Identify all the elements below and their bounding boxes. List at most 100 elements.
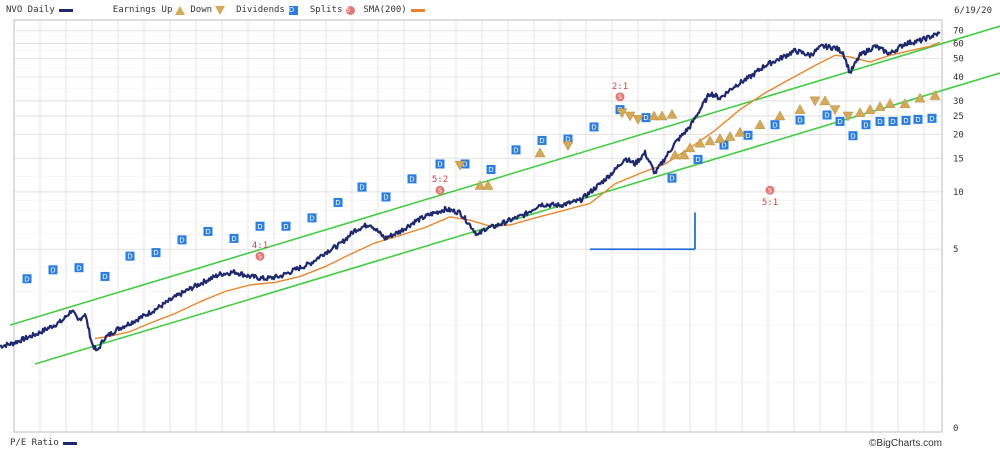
dividend-glyph: D	[76, 264, 81, 272]
split-ratio-label: 4:1	[252, 241, 268, 251]
dividend-box	[927, 113, 937, 123]
earnings-up-marker	[656, 110, 668, 121]
dividend-glyph: D	[205, 228, 210, 236]
dividend-marker: D	[435, 159, 445, 169]
dividend-box	[22, 274, 32, 284]
dividend-glyph: D	[890, 118, 895, 126]
dividend-glyph: D	[877, 118, 882, 126]
split-marker: S 5:2	[432, 175, 448, 195]
dividend-box	[795, 115, 805, 125]
trend-line	[9, 25, 1000, 326]
dividend-marker: D	[125, 251, 135, 261]
dividend-box	[333, 197, 343, 207]
dividend-box	[719, 140, 729, 150]
legend-down-label: Down	[190, 5, 213, 15]
split-glyph: S	[768, 187, 772, 194]
y-tick-label: 50	[953, 55, 964, 65]
event-markers: DDDDDDDDDDDDDDDDDDDDDDDDDDDDDDDDDDDDDDDD…	[22, 82, 941, 284]
earnings-up-marker	[914, 92, 926, 103]
dividend-glyph: D	[50, 266, 55, 274]
split-ratio-label: 5:2	[432, 175, 448, 185]
dividend-box	[822, 110, 832, 120]
dividend-glyph: D	[591, 124, 596, 132]
dividend-marker: D	[667, 173, 677, 183]
dividend-box	[888, 116, 898, 126]
earnings-up-marker	[482, 179, 494, 190]
dividend-glyph: D	[383, 194, 388, 202]
earnings-up-marker	[724, 131, 736, 141]
dividend-glyph: D	[153, 249, 158, 257]
dividend-glyph: D	[915, 116, 920, 124]
dividend-glyph: D	[437, 161, 442, 169]
dividend-marker: D	[537, 135, 547, 145]
dividend-marker: D	[743, 130, 753, 140]
earnings-up-marker	[704, 135, 716, 146]
split-glyph: S	[438, 187, 442, 194]
earnings-up-marker	[754, 119, 766, 129]
dividend-box	[229, 233, 239, 243]
earnings-down-marker	[624, 111, 636, 122]
dividend-marker: D	[795, 115, 805, 125]
sma-swatch	[410, 8, 425, 12]
dividend-marker: D	[913, 114, 923, 124]
dividend-marker: D	[888, 116, 898, 126]
earnings-up-marker	[819, 95, 831, 106]
dividend-marker: D	[151, 248, 161, 257]
price-swatch	[58, 8, 73, 12]
dividend-marker: D	[822, 110, 832, 120]
legend-sma: SMA(200)	[363, 5, 425, 15]
price-line	[0, 31, 941, 352]
dividend-glyph: D	[231, 235, 236, 243]
dividend-marker: D	[307, 213, 317, 223]
dividend-glyph: D	[903, 117, 908, 125]
earnings-up-marker	[884, 98, 896, 108]
earnings-up-marker	[534, 147, 546, 158]
split-glyph: S	[258, 253, 262, 260]
dividend-glyph: D	[409, 175, 414, 183]
dividend-marker: D	[875, 116, 885, 126]
earnings-up-marker	[774, 110, 786, 121]
dividend-marker: D	[693, 154, 703, 164]
earnings-up-marker	[734, 126, 746, 137]
dividend-box	[901, 115, 911, 125]
split-ratio-label: 2:1	[612, 82, 628, 92]
dividend-box	[693, 154, 703, 164]
dividend-glyph: D	[179, 236, 184, 244]
earnings-up-marker	[854, 107, 866, 117]
dividend-icon: D	[288, 5, 298, 15]
dividend-glyph: D	[929, 115, 934, 123]
split-circle	[615, 92, 625, 102]
legend-sma-label: SMA(200)	[363, 5, 407, 15]
dividend-glyph: D	[695, 156, 700, 164]
dividend-box	[511, 145, 521, 155]
dividend-box	[407, 174, 417, 184]
dividend-marker: D	[486, 164, 496, 174]
dividend-box	[743, 130, 753, 140]
y-tick-label: 20	[953, 130, 964, 140]
dividend-marker: D	[589, 122, 599, 132]
dividend-box	[100, 271, 110, 281]
dividend-box	[203, 226, 213, 236]
split-circle	[435, 185, 445, 195]
dividend-box	[255, 221, 265, 231]
earnings-down-marker	[842, 111, 854, 122]
dividend-box	[381, 192, 391, 202]
dividend-box	[589, 122, 599, 132]
dividend-glyph: D	[565, 136, 570, 144]
split-marker: S 5:1	[762, 185, 778, 208]
dividend-marker: D	[255, 221, 265, 231]
dividend-marker: D	[927, 113, 937, 123]
earnings-up-icon	[175, 5, 186, 15]
legend-ticker-label: NVO Daily	[6, 5, 55, 15]
date-label: 6/19/20	[954, 6, 992, 16]
y-axis: 0 5 10 15 20 25 30 40 50 60 70	[953, 27, 964, 434]
dividend-marker: D	[848, 131, 858, 140]
dividend-marker: D	[100, 271, 110, 281]
dividend-marker: D	[719, 140, 729, 150]
dividend-glyph: D	[643, 114, 648, 122]
split-marker: S 2:1	[612, 82, 628, 102]
dividend-box	[307, 213, 317, 223]
dividend-glyph: D	[488, 166, 493, 174]
earnings-down-marker	[829, 105, 841, 116]
pe-ratio-text: P/E Ratio	[10, 438, 59, 448]
